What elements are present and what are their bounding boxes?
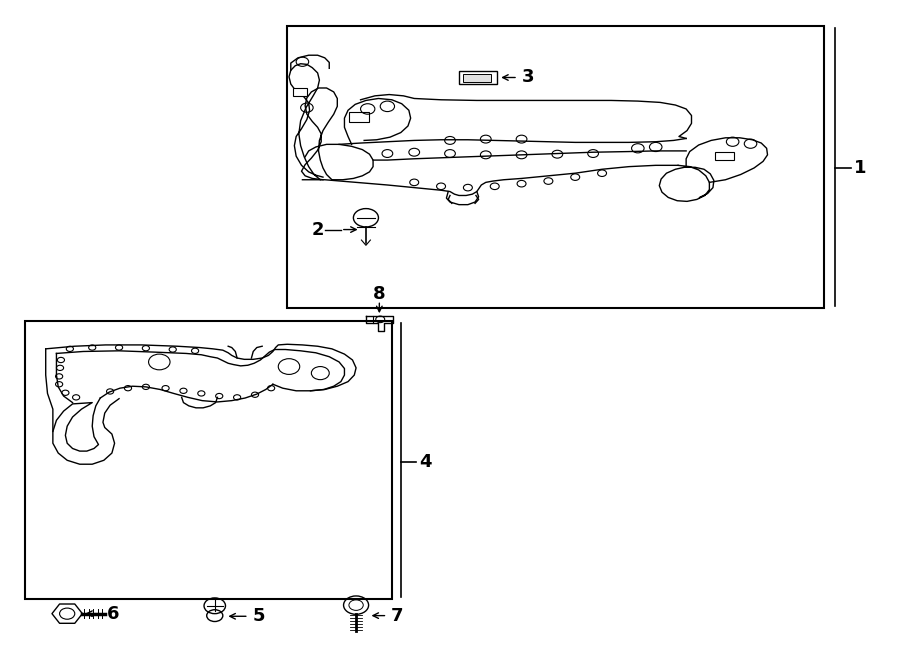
Bar <box>463 73 491 82</box>
Text: 5: 5 <box>252 607 265 625</box>
Text: 2: 2 <box>311 221 324 239</box>
Text: 4: 4 <box>419 453 432 471</box>
Bar <box>349 112 369 122</box>
Bar <box>459 71 497 84</box>
Bar <box>715 152 734 160</box>
Text: 1: 1 <box>854 159 867 177</box>
Text: 6: 6 <box>106 605 119 623</box>
Text: 3: 3 <box>522 69 534 87</box>
Bar <box>292 88 307 96</box>
Bar <box>25 321 391 600</box>
Text: 7: 7 <box>391 607 403 625</box>
Bar <box>287 26 824 307</box>
Text: 8: 8 <box>373 285 386 303</box>
